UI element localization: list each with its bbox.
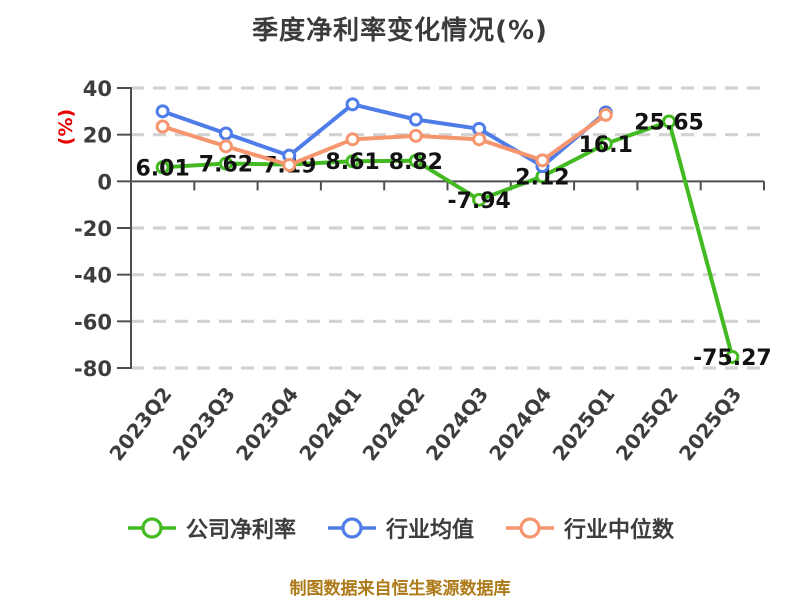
data-label: 8.82 bbox=[389, 150, 443, 175]
data-label: -7.94 bbox=[447, 189, 510, 214]
y-tick-label: 40 bbox=[83, 77, 112, 101]
x-tick-label: 2023Q2 bbox=[104, 382, 176, 465]
x-tick-label: 2025Q3 bbox=[674, 382, 746, 465]
x-tick-label: 2023Q4 bbox=[231, 382, 303, 465]
legend-item-industry-median[interactable]: 行业中位数 bbox=[504, 512, 674, 544]
legend-item-company[interactable]: 公司净利率 bbox=[126, 512, 296, 544]
x-tick-label: 2023Q3 bbox=[168, 382, 240, 465]
series-company-point bbox=[345, 154, 360, 169]
legend-label: 公司净利率 bbox=[185, 518, 296, 543]
y-tick-label: -20 bbox=[74, 217, 112, 241]
series-industry-median-point bbox=[155, 119, 170, 134]
series-industry-median-point bbox=[472, 132, 487, 147]
data-label: 6.01 bbox=[136, 156, 190, 181]
series-company-point bbox=[155, 160, 170, 175]
chart-legend: 公司净利率 行业均值 行业中位数 bbox=[0, 512, 800, 544]
series-industry-avg-point bbox=[218, 126, 233, 141]
y-tick-label: -60 bbox=[74, 310, 112, 334]
legend-marker-icon bbox=[127, 517, 176, 539]
legend-label: 行业中位数 bbox=[564, 518, 675, 543]
x-tick-label: 2025Q2 bbox=[611, 382, 683, 465]
x-tick-label: 2024Q2 bbox=[358, 382, 430, 465]
data-label: 16.1 bbox=[579, 133, 633, 158]
chart-title: 季度净利率变化情况(%) bbox=[252, 16, 548, 46]
series-company-point bbox=[662, 114, 677, 129]
x-tick-label: 2025Q1 bbox=[547, 382, 619, 465]
series-industry-avg-point bbox=[408, 112, 423, 127]
series-industry-median-point bbox=[218, 139, 233, 154]
series-company-point bbox=[472, 192, 487, 207]
line-chart: 40 20 0 -20 -40 -60 -80 2023Q2 2023Q3 2023Q4 2024Q… bbox=[74, 77, 772, 465]
x-tick-label: 2024Q3 bbox=[421, 382, 493, 465]
series-industry-avg-point bbox=[155, 104, 170, 119]
series-company-point bbox=[408, 153, 423, 168]
series-industry-median-line bbox=[160, 112, 608, 167]
series-industry-median-point bbox=[408, 128, 423, 143]
series-company-point bbox=[725, 349, 740, 364]
series-industry-avg-line bbox=[160, 102, 608, 169]
series-industry-median-point bbox=[345, 132, 360, 147]
x-tick-label: 2024Q4 bbox=[484, 382, 556, 465]
y-tick-label: -40 bbox=[74, 264, 112, 288]
series-company-line bbox=[160, 119, 735, 359]
series-industry-avg-point bbox=[345, 97, 360, 112]
y-tick-label: 0 bbox=[97, 170, 112, 194]
legend-item-industry-avg[interactable]: 行业均值 bbox=[326, 512, 474, 544]
legend-marker-icon bbox=[506, 517, 554, 539]
y-tick-label: 20 bbox=[83, 124, 112, 148]
data-label: -75.27 bbox=[693, 346, 772, 371]
data-label: 25.65 bbox=[634, 110, 704, 135]
series-company-point bbox=[598, 136, 613, 151]
legend-label: 行业均值 bbox=[385, 518, 474, 543]
series-industry-median-point bbox=[598, 107, 613, 122]
data-source-note: 制图数据来自恒生聚源数据库 bbox=[289, 579, 511, 599]
chart-canvas: 40200-20-40-60-802023Q22023Q32023Q42024Q… bbox=[74, 77, 772, 465]
series-company-point bbox=[218, 156, 233, 171]
data-label: 8.61 bbox=[325, 150, 379, 175]
series-industry-median-point bbox=[282, 158, 297, 172]
legend-marker-icon bbox=[327, 517, 376, 539]
x-tick-label: 2024Q1 bbox=[294, 382, 366, 465]
series-industry-median-point bbox=[535, 153, 550, 168]
data-label: 7.62 bbox=[199, 153, 253, 178]
y-tick-label: -80 bbox=[74, 357, 112, 381]
